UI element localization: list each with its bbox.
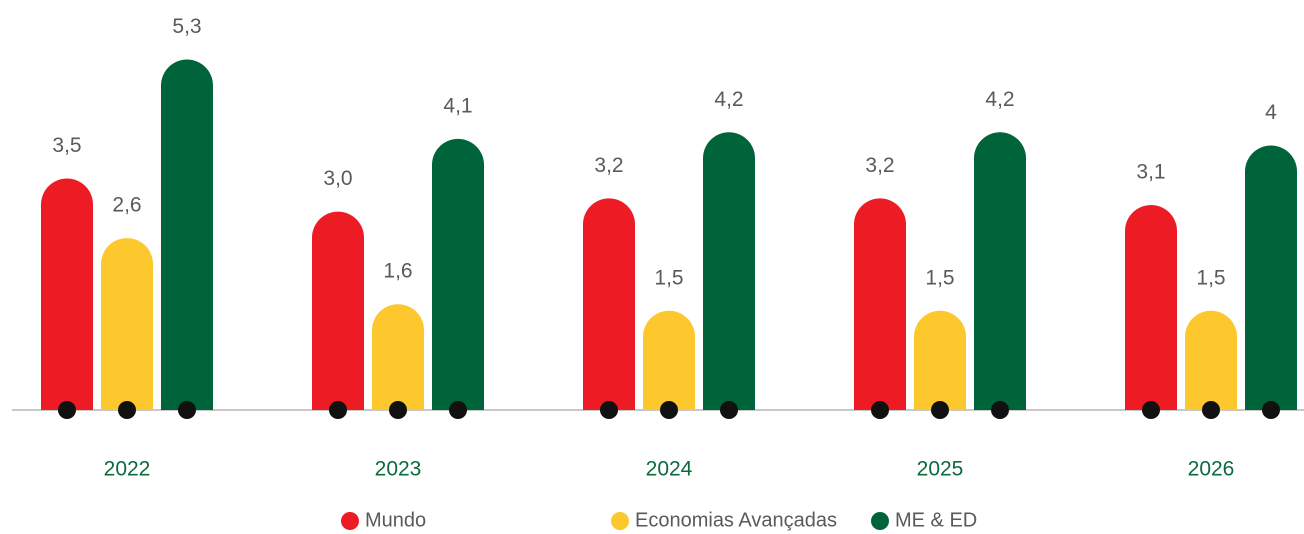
x-tick-label: 2023 (375, 458, 422, 481)
data-label: 1,5 (654, 266, 683, 289)
data-label: 3,2 (594, 154, 623, 177)
base-dot (1202, 401, 1220, 419)
base-dot (178, 401, 196, 419)
bar (161, 59, 213, 410)
data-label: 2,6 (112, 194, 141, 217)
x-tick-label: 2026 (1188, 458, 1235, 481)
data-label: 3,1 (1136, 161, 1165, 184)
legend-label: ME & ED (895, 509, 977, 531)
base-dot (449, 401, 467, 419)
bar (1245, 145, 1297, 410)
base-dot (1262, 401, 1280, 419)
data-label: 4 (1265, 101, 1277, 124)
base-dot (931, 401, 949, 419)
x-tick-label: 2022 (104, 458, 151, 481)
bar (1125, 205, 1177, 410)
legend-label: Economias Avançadas (635, 509, 837, 531)
data-label: 1,6 (383, 260, 412, 283)
bar (914, 310, 966, 410)
bar (583, 198, 635, 410)
base-dot (720, 401, 738, 419)
legend-swatch (611, 512, 629, 530)
base-dot (1142, 401, 1160, 419)
base-dot (118, 401, 136, 419)
bar (101, 238, 153, 410)
base-dot (991, 401, 1009, 419)
x-tick-label: 2024 (646, 458, 693, 481)
data-label: 3,5 (52, 134, 81, 157)
base-dot (600, 401, 618, 419)
data-label: 1,5 (1196, 266, 1225, 289)
data-label: 1,5 (925, 266, 954, 289)
base-dot (329, 401, 347, 419)
legend-label: Mundo (365, 509, 426, 531)
bar (643, 310, 695, 410)
bar (703, 132, 755, 410)
base-dot (660, 401, 678, 419)
base-dot (58, 401, 76, 419)
data-label: 5,3 (172, 15, 201, 38)
x-tick-label: 2025 (917, 458, 964, 481)
data-label: 4,2 (985, 88, 1014, 111)
bar (432, 138, 484, 410)
bar (854, 198, 906, 410)
data-label: 4,1 (443, 94, 472, 117)
data-label: 4,2 (714, 88, 743, 111)
bar (312, 211, 364, 410)
bar (974, 132, 1026, 410)
bar (372, 304, 424, 410)
bar (41, 178, 93, 410)
base-dot (389, 401, 407, 419)
data-label: 3,0 (323, 167, 352, 190)
bar (1185, 310, 1237, 410)
data-label: 3,2 (865, 154, 894, 177)
legend-swatch (341, 512, 359, 530)
base-dot (871, 401, 889, 419)
legend-swatch (871, 512, 889, 530)
